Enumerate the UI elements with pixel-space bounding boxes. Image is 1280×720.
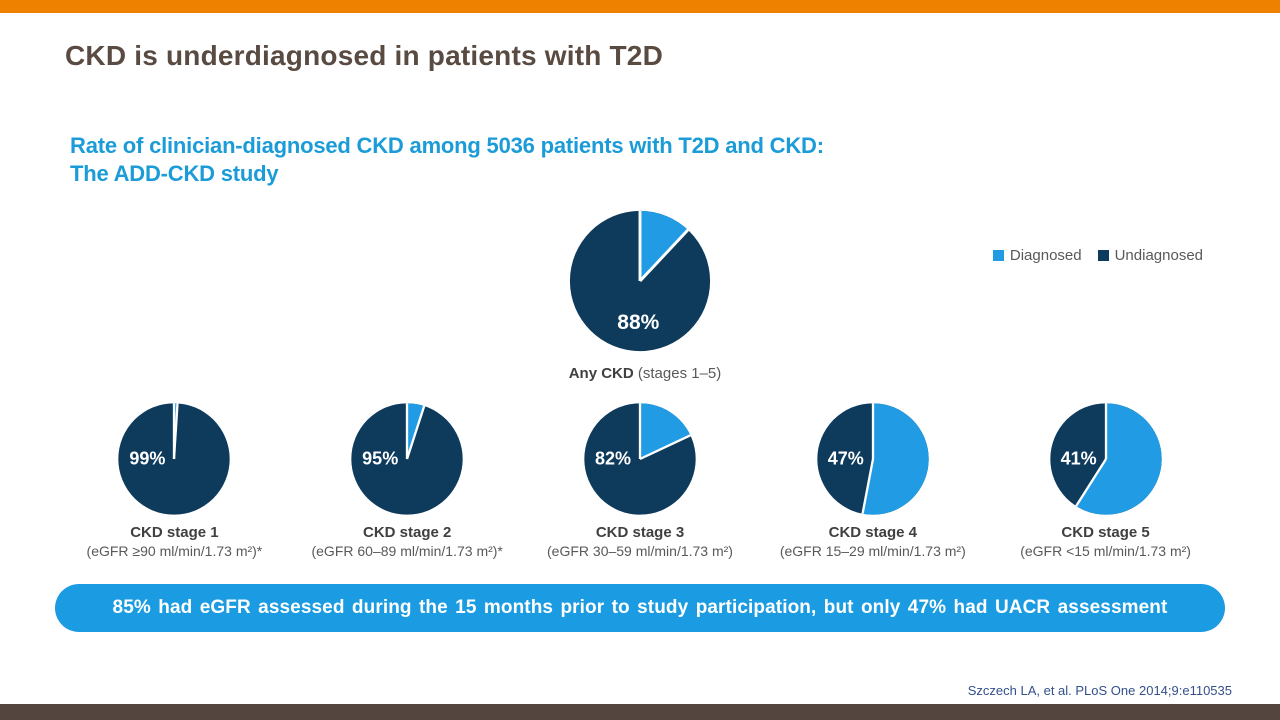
legend-label-diagnosed: Diagnosed	[1009, 247, 1082, 264]
pie-col-ckd-stage-1: 99% CKD stage 1 (eGFR ≥90 ml/min/1.73 m²)*	[58, 401, 291, 560]
stage-title-1: CKD stage 1	[130, 524, 219, 541]
stage-title-4: CKD stage 4	[828, 524, 917, 541]
pie-chart-ckd-stage-1	[116, 401, 232, 517]
pie-value-ckd-stage-2: 95%	[362, 448, 399, 469]
pie-ckd-stage-5: 41%	[1048, 401, 1164, 517]
pie-chart-ckd-stage-5	[1048, 401, 1164, 517]
pie-value-ckd-stage-3: 82%	[594, 448, 631, 469]
pie-ckd-stage-2: 95%	[349, 401, 465, 517]
legend-item-diagnosed: Diagnosed	[992, 247, 1082, 264]
pie-col-ckd-stage-2: 95% CKD stage 2 (eGFR 60–89 ml/min/1.73 m²…	[291, 401, 524, 560]
any-ckd-subtitle: (stages 1–5)	[637, 365, 722, 382]
bottom-accent-bar	[0, 704, 1280, 720]
pie-col-ckd-stage-3: 82% CKD stage 3 (eGFR 30–59 ml/min/1.73 m²…	[524, 401, 757, 560]
stage-title-5: CKD stage 5	[1061, 524, 1150, 541]
pie-chart-any-ckd	[567, 208, 713, 354]
stage-egfr-1: (eGFR ≥90 ml/min/1.73 m²)*	[86, 543, 263, 559]
pie-value-any-ckd: 88%	[617, 311, 660, 335]
stage-pies-row: 99% CKD stage 1 (eGFR ≥90 ml/min/1.73 m²)*…	[58, 401, 1222, 560]
pie-col-ckd-stage-5: 41% CKD stage 5 (eGFR <15 ml/min/1.73 m²)	[989, 401, 1222, 560]
study-subtitle: Rate of clinician-diagnosed CKD among 50…	[70, 132, 824, 188]
subtitle-line-1: Rate of clinician-diagnosed CKD among 50…	[70, 133, 824, 158]
pie-ckd-stage-4: 47%	[815, 401, 931, 517]
legend-label-undiagnosed: Undiagnosed	[1114, 247, 1203, 264]
chart-legend: Diagnosed Undiagnosed	[992, 247, 1203, 264]
top-accent-bar	[0, 0, 1280, 13]
pie-value-ckd-stage-1: 99%	[129, 448, 166, 469]
citation: Szczech LA, et al. PLoS One 2014;9:e1105…	[967, 683, 1232, 698]
legend-item-undiagnosed: Undiagnosed	[1097, 247, 1203, 264]
pie-caption-any-ckd: Any CKD (stages 1–5)	[340, 365, 950, 382]
pie-chart-ckd-stage-4	[815, 401, 931, 517]
stage-egfr-3: (eGFR 30–59 ml/min/1.73 m²)	[547, 543, 733, 559]
pie-ckd-stage-3: 82%	[582, 401, 698, 517]
pie-any-ckd: 88%	[567, 208, 713, 354]
stage-egfr-4: (eGFR 15–29 ml/min/1.73 m²)	[779, 543, 966, 559]
subtitle-line-2: The ADD-CKD study	[70, 161, 279, 186]
pie-chart-ckd-stage-2	[349, 401, 465, 517]
stage-egfr-2: (eGFR 60–89 ml/min/1.73 m²)*	[311, 543, 503, 559]
pie-ckd-stage-1: 99%	[116, 401, 232, 517]
stage-egfr-5: (eGFR <15 ml/min/1.73 m²)	[1020, 543, 1191, 559]
stage-title-2: CKD stage 2	[363, 524, 452, 541]
any-ckd-title: Any CKD	[568, 365, 634, 382]
pie-col-ckd-stage-4: 47% CKD stage 4 (eGFR 15–29 ml/min/1.73 m²…	[756, 401, 989, 560]
legend-swatch-undiagnosed	[1097, 250, 1109, 261]
stage-title-3: CKD stage 3	[595, 524, 685, 541]
pie-value-ckd-stage-5: 41%	[1060, 448, 1097, 469]
pie-value-ckd-stage-4: 47%	[827, 448, 864, 469]
pie-chart-ckd-stage-3	[582, 401, 698, 517]
key-finding-banner: 85% had eGFR assessed during the 15 mont…	[55, 584, 1225, 632]
page-title: CKD is underdiagnosed in patients with T…	[65, 40, 663, 71]
legend-swatch-diagnosed	[992, 250, 1004, 261]
